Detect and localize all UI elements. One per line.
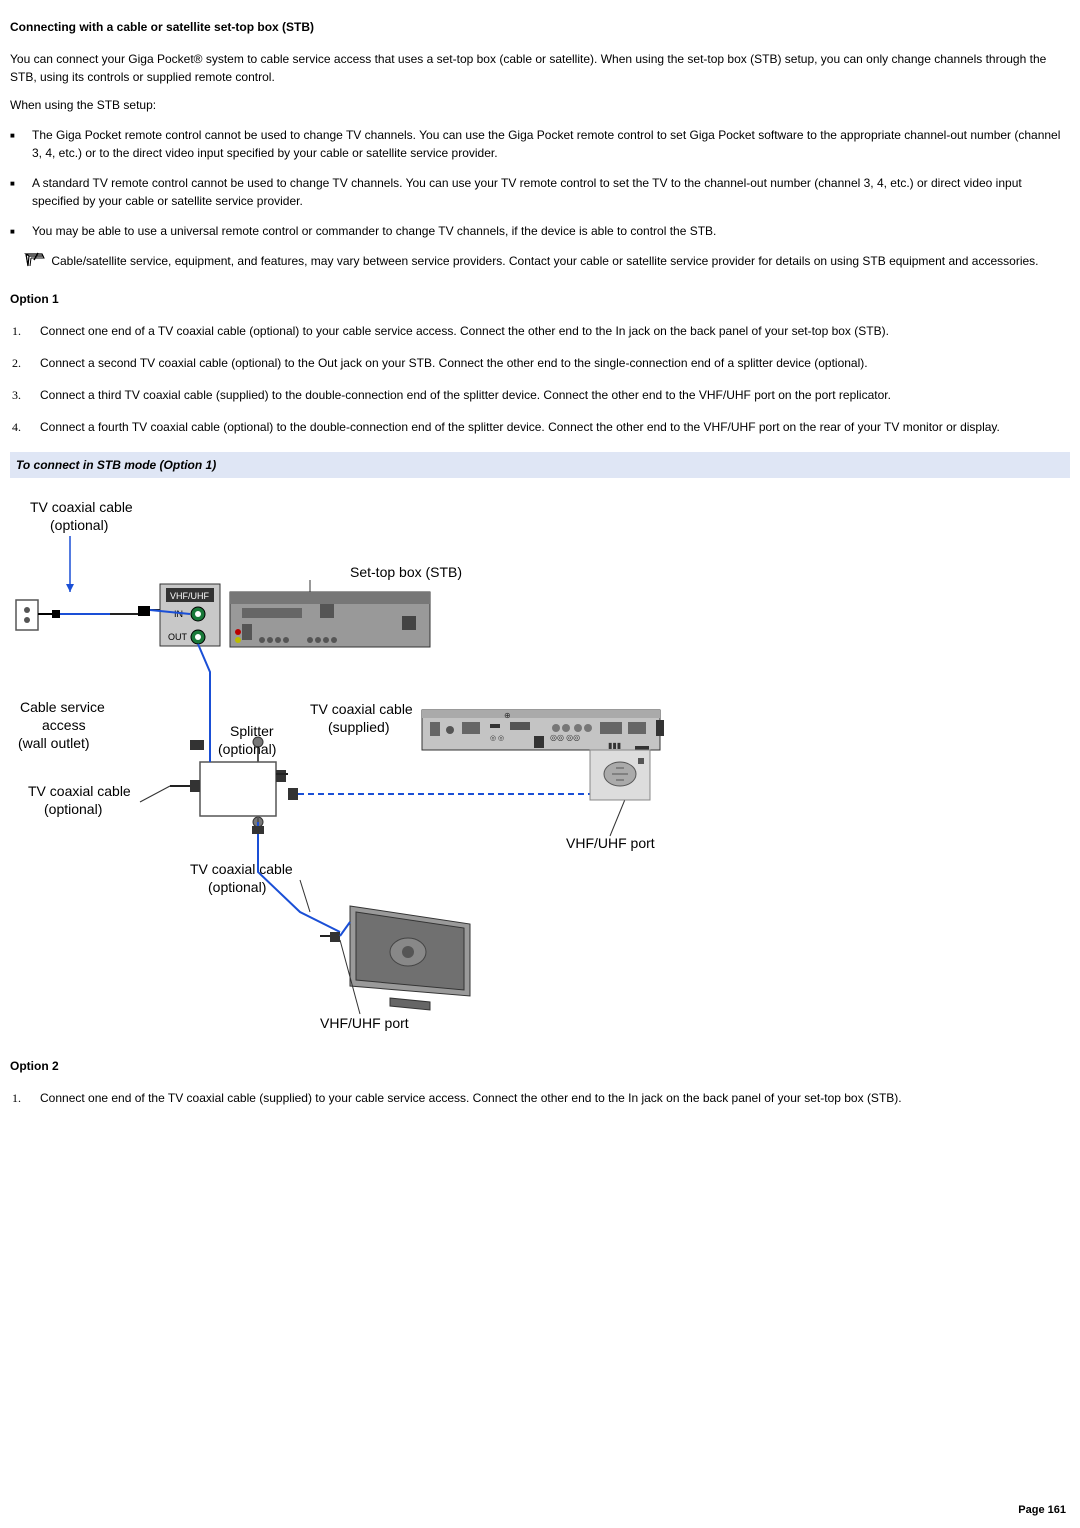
label-opt-bot: (optional) bbox=[208, 879, 266, 895]
step-item: 4.Connect a fourth TV coaxial cable (opt… bbox=[40, 418, 1070, 436]
label-vhfuhf-bot: VHF/UHF port bbox=[320, 1015, 409, 1031]
step-text: Connect a fourth TV coaxial cable (optio… bbox=[40, 420, 1000, 434]
step-number: 4. bbox=[12, 418, 21, 436]
bullet-item: You may be able to use a universal remot… bbox=[32, 222, 1070, 240]
label-opt-top: (optional) bbox=[50, 517, 108, 533]
step-item: 2.Connect a second TV coaxial cable (opt… bbox=[40, 354, 1070, 372]
option2-title: Option 2 bbox=[10, 1057, 1070, 1075]
label-vhfuhf-right: VHF/UHF port bbox=[566, 835, 655, 851]
svg-text:◎◎ ◎◎: ◎◎ ◎◎ bbox=[550, 733, 580, 742]
main-heading: Connecting with a cable or satellite set… bbox=[10, 18, 1070, 36]
figure-title-bar: To connect in STB mode (Option 1) bbox=[10, 452, 1070, 478]
bullet-list: The Giga Pocket remote control cannot be… bbox=[10, 126, 1070, 240]
label-access: access bbox=[42, 717, 86, 733]
step-item: 3.Connect a third TV coaxial cable (supp… bbox=[40, 386, 1070, 404]
label-out: OUT bbox=[168, 632, 188, 642]
intro-paragraph: You can connect your Giga Pocket® system… bbox=[10, 50, 1070, 86]
label-cable-service: Cable service bbox=[20, 699, 105, 715]
step-text: Connect one end of a TV coaxial cable (o… bbox=[40, 324, 889, 338]
label-tv-coax-bot: TV coaxial cable bbox=[190, 861, 293, 877]
label-tv-coax-mid: TV coaxial cable bbox=[28, 783, 131, 799]
note-text: Cable/satellite service, equipment, and … bbox=[48, 254, 1039, 268]
note-paragraph: Cable/satellite service, equipment, and … bbox=[10, 252, 1070, 270]
svg-text:▮▮▮: ▮▮▮ bbox=[608, 741, 621, 750]
svg-text:⊕: ⊕ bbox=[504, 711, 511, 720]
page-number: Page 161 bbox=[1018, 1502, 1066, 1519]
bullet-item: The Giga Pocket remote control cannot be… bbox=[32, 126, 1070, 162]
connection-diagram: TV coaxial cable (optional) VHF/UHF IN O… bbox=[10, 492, 1070, 1037]
step-number: 1. bbox=[12, 322, 21, 340]
option1-steps: 1. Connect one end of a TV coaxial cable … bbox=[10, 322, 1070, 436]
option1-title: Option 1 bbox=[10, 290, 1070, 308]
when-using-text: When using the STB setup: bbox=[10, 96, 1070, 114]
step-text: Connect a second TV coaxial cable (optio… bbox=[40, 356, 868, 370]
label-tv-coax-supplied: TV coaxial cable bbox=[310, 701, 413, 717]
label-splitter: Splitter bbox=[230, 723, 274, 739]
step-number: 2. bbox=[12, 354, 21, 372]
label-tv-coax-top: TV coaxial cable bbox=[30, 499, 133, 515]
step-item: 1.Connect one end of the TV coaxial cabl… bbox=[40, 1089, 1070, 1107]
svg-text:◎ ◎: ◎ ◎ bbox=[490, 735, 504, 742]
note-icon bbox=[24, 252, 46, 268]
bullet-item: A standard TV remote control cannot be u… bbox=[32, 174, 1070, 210]
option2-steps: 1. Connect one end of the TV coaxial cabl… bbox=[10, 1089, 1070, 1107]
label-opt-mid: (optional) bbox=[44, 801, 102, 817]
step-item: 1.Connect one end of a TV coaxial cable … bbox=[40, 322, 1070, 340]
step-number: 3. bbox=[12, 386, 21, 404]
step-number: 1. bbox=[12, 1089, 21, 1107]
label-stb: Set-top box (STB) bbox=[350, 564, 462, 580]
label-splitter-opt: (optional) bbox=[218, 741, 276, 757]
step-text: Connect a third TV coaxial cable (suppli… bbox=[40, 388, 891, 402]
label-vhfuhf-small: VHF/UHF bbox=[170, 591, 209, 601]
label-wall-outlet: (wall outlet) bbox=[18, 735, 90, 751]
step-text: Connect one end of the TV coaxial cable … bbox=[40, 1091, 902, 1105]
label-supplied: (supplied) bbox=[328, 719, 389, 735]
